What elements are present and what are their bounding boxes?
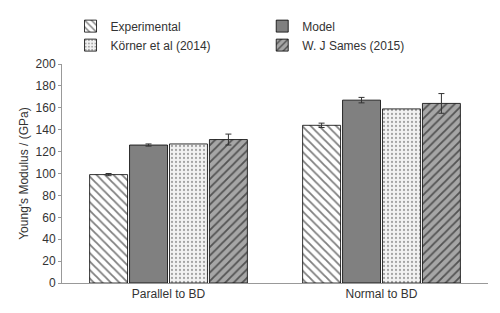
svg-text:Young's Modulus / (GPa): Young's Modulus / (GPa) [17,107,31,240]
svg-text:180: 180 [36,79,56,93]
svg-text:60: 60 [42,211,56,225]
svg-text:100: 100 [36,167,56,181]
svg-text:140: 140 [36,123,56,137]
svg-text:200: 200 [36,57,56,71]
svg-text:120: 120 [36,145,56,159]
svg-text:Model: Model [302,20,335,34]
svg-text:160: 160 [36,101,56,115]
svg-text:W. J Sames (2015): W. J Sames (2015) [302,39,404,53]
svg-text:Parallel to BD: Parallel to BD [132,287,206,301]
svg-text:80: 80 [42,189,56,203]
svg-text:0: 0 [49,276,56,290]
svg-text:Experimental: Experimental [111,20,181,34]
svg-text:Körner et al (2014): Körner et al (2014) [111,39,211,53]
svg-text:Normal to BD: Normal to BD [345,287,417,301]
svg-text:40: 40 [42,232,56,246]
svg-text:20: 20 [42,254,56,268]
